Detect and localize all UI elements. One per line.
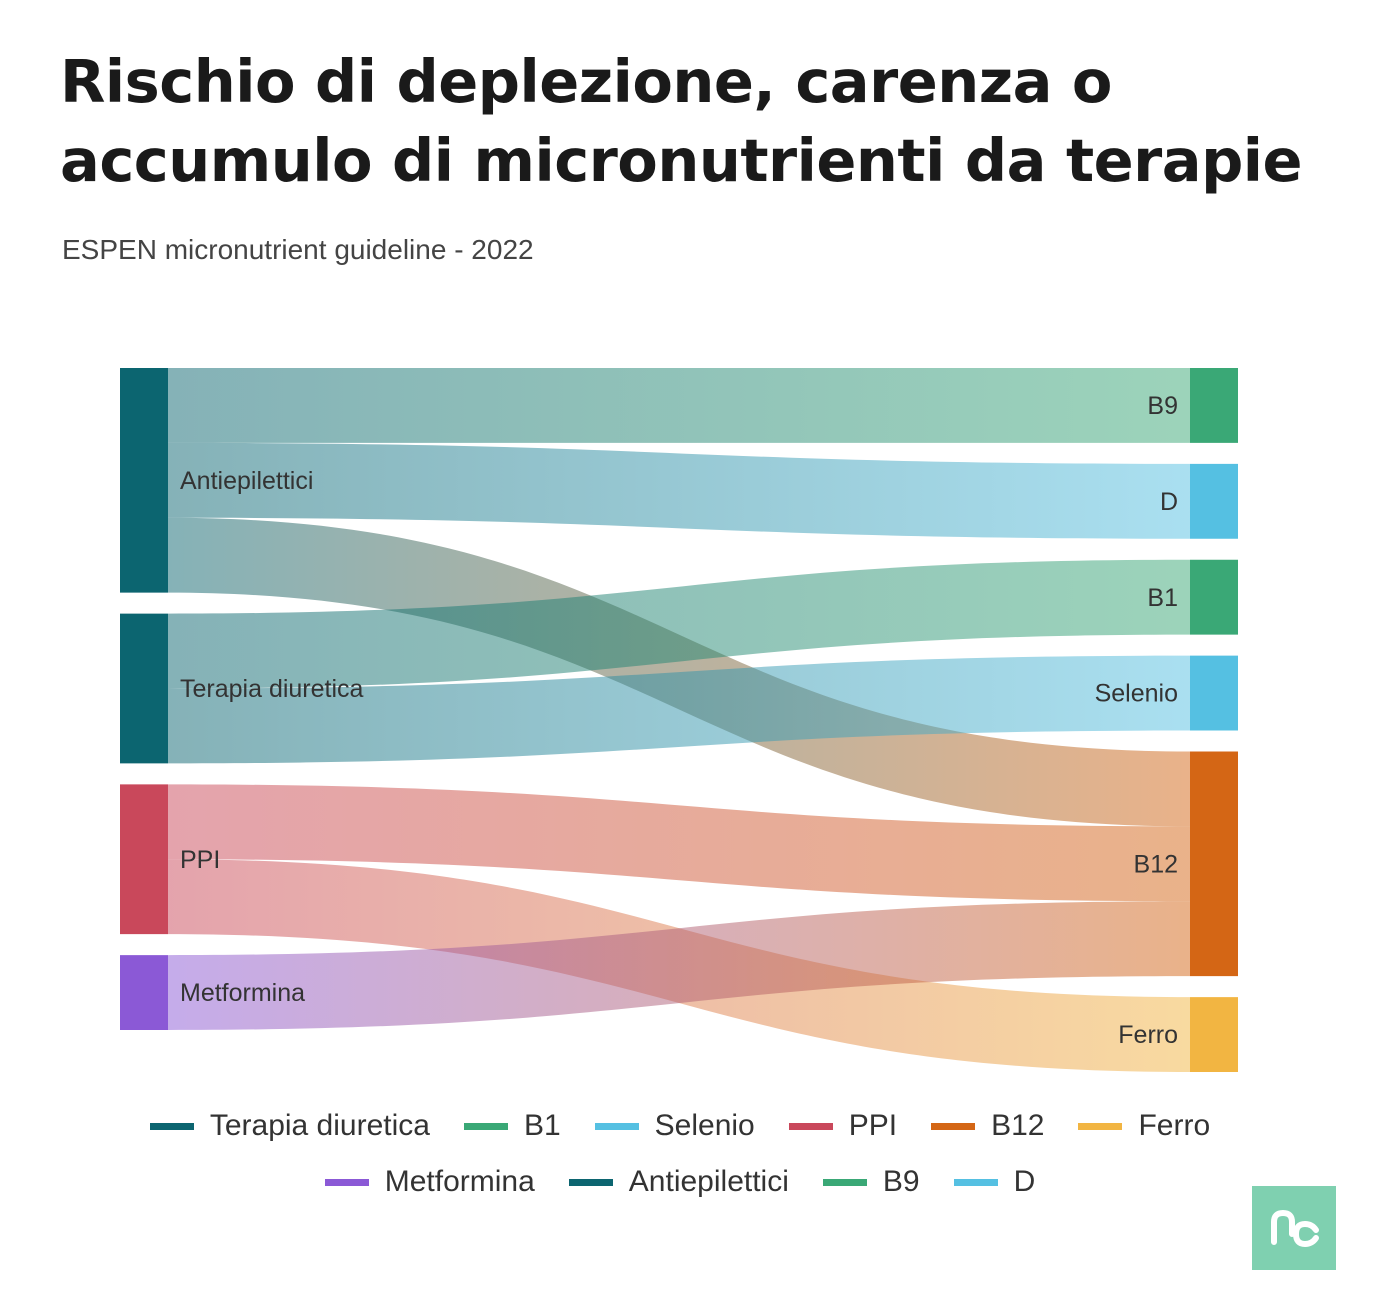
node-terapia-diuretica <box>120 613 168 764</box>
legend-label: Antiepilettici <box>628 1165 789 1198</box>
legend-label: Metformina <box>384 1165 535 1198</box>
legend-label: Selenio <box>654 1109 755 1142</box>
legend-swatch <box>953 1178 998 1186</box>
node-label-ppi: PPI <box>180 846 220 874</box>
chart-legend: Terapia diuretica B1 Selenio PPI B12 Ferro Met… <box>60 1108 1300 1200</box>
legend-item-d: D <box>953 1164 1036 1200</box>
legend-item-b9: B9 <box>822 1164 920 1200</box>
node-label-b12: B12 <box>1134 850 1178 878</box>
node-label-d: D <box>1160 488 1178 516</box>
legend-swatch <box>568 1178 613 1186</box>
brand-logo <box>1252 1186 1336 1270</box>
legend-item-terapia-diuretica: Terapia diuretica <box>149 1108 430 1144</box>
legend-label: D <box>1013 1165 1036 1198</box>
link-terapia-diuretica-to-selenio <box>168 655 1190 764</box>
node-label-selenio: Selenio <box>1095 680 1178 708</box>
link-metformina-to-b12 <box>168 901 1190 1030</box>
legend-item-selenio: Selenio <box>594 1108 755 1144</box>
links-layer <box>168 368 1190 1072</box>
node-b12 <box>1190 751 1238 977</box>
node-b1 <box>1190 559 1238 635</box>
legend-item-b1: B1 <box>463 1108 561 1144</box>
node-b9 <box>1190 368 1238 443</box>
node-ferro <box>1190 997 1238 1072</box>
legend-swatch <box>1078 1122 1123 1130</box>
link-terapia-diuretica-to-b1 <box>168 559 1190 689</box>
node-label-b1: B1 <box>1147 584 1178 612</box>
legend-label: B1 <box>523 1109 561 1142</box>
node-label-b9: B9 <box>1147 392 1178 420</box>
node-d <box>1190 463 1238 539</box>
chart-subtitle: ESPEN micronutrient guideline - 2022 <box>62 234 534 265</box>
legend-item-metformina: Metformina <box>324 1164 535 1200</box>
legend-swatch <box>463 1122 508 1130</box>
link-antiepilettici-to-d <box>168 442 1190 539</box>
legend-label: PPI <box>848 1109 898 1142</box>
link-ppi-to-b12 <box>168 784 1190 902</box>
node-selenio <box>1190 655 1238 731</box>
legend-swatch <box>822 1178 867 1186</box>
legend-swatch <box>931 1122 976 1130</box>
legend-label: B9 <box>882 1165 920 1198</box>
node-antiepilettici <box>120 368 168 593</box>
legend-item-ferro: Ferro <box>1078 1108 1210 1144</box>
node-label-ferro: Ferro <box>1118 1021 1178 1049</box>
legend-swatch <box>324 1178 369 1186</box>
node-label-metformina: Metformina <box>180 979 305 1007</box>
legend-label: Ferro <box>1138 1109 1211 1142</box>
legend-label: Terapia diuretica <box>209 1109 430 1142</box>
legend-item-b12: B12 <box>931 1108 1044 1144</box>
link-antiepilettici-to-b9 <box>168 368 1190 443</box>
legend-swatch <box>594 1122 639 1130</box>
legend-item-ppi: PPI <box>788 1108 898 1144</box>
legend-swatch <box>149 1122 194 1130</box>
labels-layer: Antiepilettici Terapia diuretica PPI Metfor… <box>180 392 1178 1049</box>
nodes-layer <box>120 368 1238 1072</box>
node-ppi <box>120 784 168 935</box>
sankey-chart: Antiepilettici Terapia diuretica PPI Metfor… <box>120 368 1238 1072</box>
node-label-terapia-diuretica: Terapia diuretica <box>180 675 364 703</box>
legend-swatch <box>788 1122 833 1130</box>
node-label-antiepilettici: Antiepilettici <box>180 467 313 495</box>
nc-logo-icon <box>1271 1209 1319 1248</box>
legend-label: B12 <box>991 1109 1045 1142</box>
chart-title: Rischio di deplezione, carenza o accumul… <box>60 47 1303 195</box>
legend-item-antiepilettici: Antiepilettici <box>568 1164 789 1200</box>
node-metformina <box>120 955 168 1030</box>
